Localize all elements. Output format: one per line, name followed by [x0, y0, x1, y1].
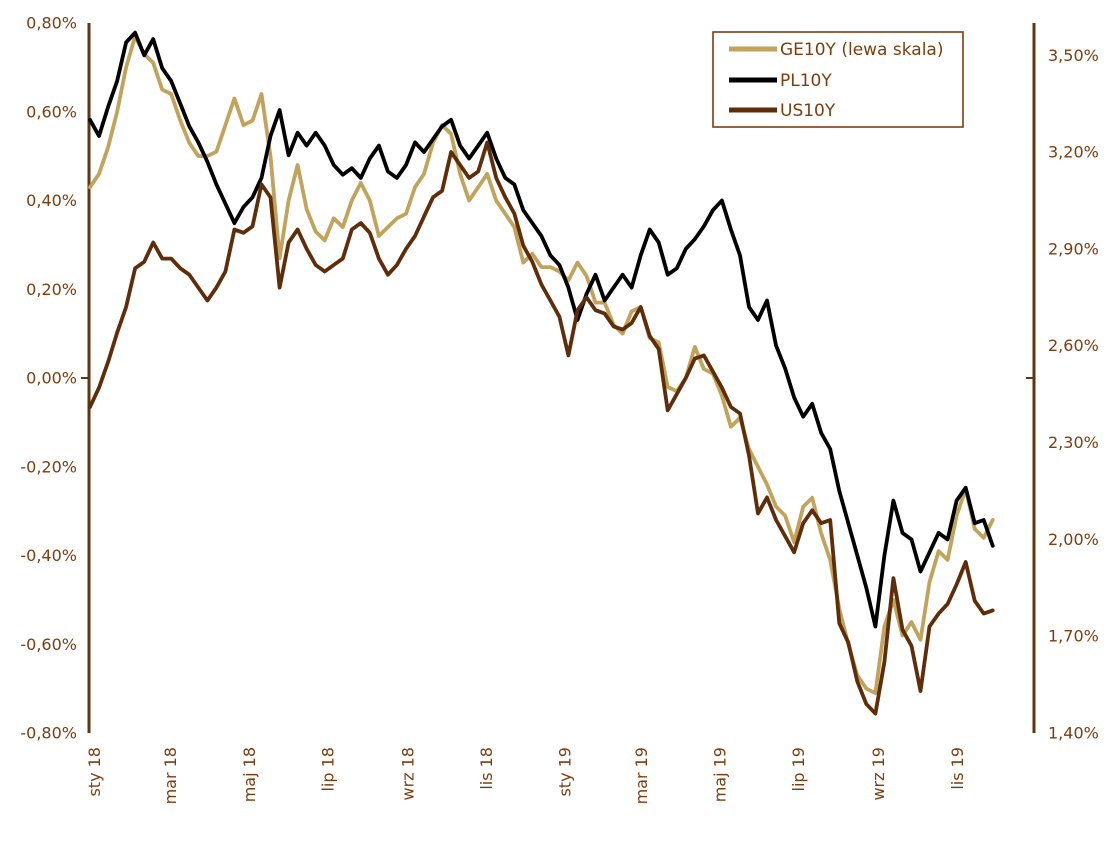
x-axis-tick-label: lis 18	[477, 747, 496, 790]
left-axis-tick-label: -0,60%	[20, 635, 77, 654]
left-axis-tick-label: 0,20%	[26, 280, 77, 299]
x-axis-labels: sty 18 mar 18 maj 18 lip 18 wrz 18 lis 18 sty …	[85, 747, 967, 804]
x-axis-tick-label: maj 19	[710, 747, 729, 802]
series-line-pl10y	[88, 30, 995, 629]
left-axis-labels: 0,80% 0,60% 0,40% 0,20% 0,00% -0,20% -0,40% -0,…	[20, 14, 77, 743]
left-axis-tick-label: 0,80%	[26, 14, 77, 33]
legend-label-pl10y: PL10Y	[780, 71, 832, 91]
right-axis-tick-label: 3,20%	[1048, 143, 1099, 162]
x-axis-tick-label: lip 18	[318, 747, 337, 792]
x-axis-tick-label: wrz 18	[398, 747, 417, 801]
left-axis-tick-label: -0,40%	[20, 546, 77, 565]
axes	[81, 23, 1036, 733]
left-axis-tick-label: -0,20%	[20, 457, 77, 476]
x-axis-tick-label: wrz 19	[869, 747, 888, 801]
left-axis-tick-label: -0,80%	[20, 724, 77, 743]
legend-label-ge10y: GE10Y (lewa skala)	[780, 40, 943, 60]
x-axis-tick-label: sty 18	[85, 747, 104, 797]
x-axis-tick-label: sty 19	[556, 747, 575, 797]
right-axis-tick-label: 3,50%	[1048, 46, 1099, 65]
series-lines	[88, 30, 995, 716]
x-axis-tick-label: lip 19	[789, 747, 808, 792]
left-axis-tick-label: 0,00%	[26, 369, 77, 388]
x-axis-tick-label: lis 19	[948, 747, 967, 790]
x-axis-tick-label: mar 19	[632, 747, 651, 804]
right-axis-labels: 3,50% 3,20% 2,90% 2,60% 2,30% 2,00% 1,70% 1,40%	[1048, 46, 1099, 743]
series-line-us10y	[88, 140, 995, 716]
right-axis-tick-label: 2,60%	[1048, 336, 1099, 355]
series-line-ge10y	[88, 34, 995, 695]
left-axis-tick-label: 0,40%	[26, 191, 77, 210]
right-axis-tick-label: 1,40%	[1048, 724, 1099, 743]
x-axis-tick-label: mar 18	[161, 747, 180, 804]
left-axis-tick-label: 0,60%	[26, 102, 77, 121]
x-axis-tick-label: maj 18	[240, 747, 259, 802]
right-axis-tick-label: 2,90%	[1048, 239, 1099, 258]
legend-label-us10y: US10Y	[780, 101, 836, 121]
right-axis-tick-label: 1,70%	[1048, 627, 1099, 646]
legend: GE10Y (lewa skala) PL10Y US10Y	[712, 31, 964, 128]
right-axis-tick-label: 2,00%	[1048, 530, 1099, 549]
right-axis-tick-label: 2,30%	[1048, 433, 1099, 452]
